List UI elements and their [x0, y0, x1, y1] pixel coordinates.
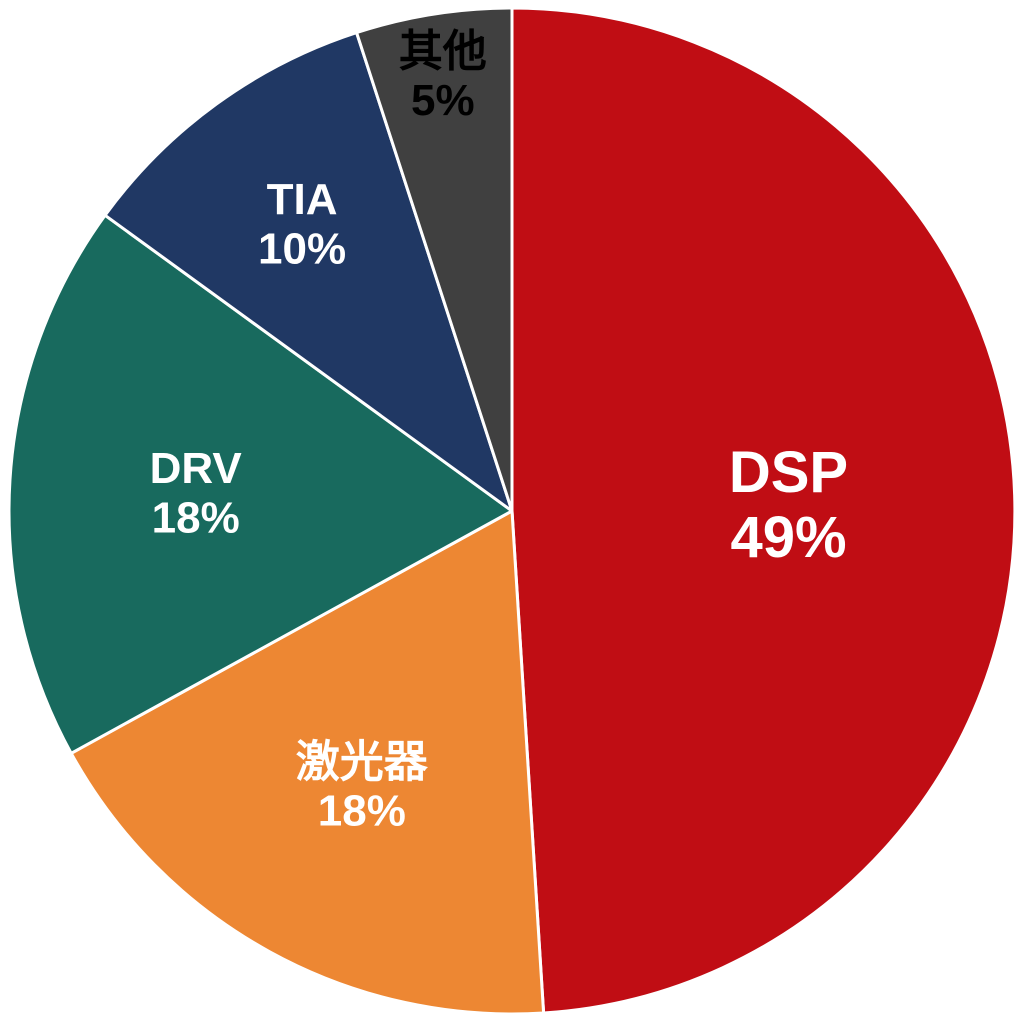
- pie-label-tia-percent: 10%: [258, 224, 346, 273]
- pie-label-drv-percent: 18%: [152, 493, 240, 542]
- pie-label-dsp-name: DSP: [729, 440, 848, 505]
- pie-label-drv: DRV 18%: [150, 444, 243, 542]
- pie-slice-other: [355, 6, 514, 513]
- pie-label-laser-percent: 18%: [318, 787, 406, 836]
- pie-label-drv-name: DRV: [150, 444, 243, 493]
- pie-label-dsp: DSP 49%: [729, 440, 848, 570]
- pie-label-laser-name: 激光器: [296, 737, 429, 786]
- pie-label-tia: TIA 10%: [258, 175, 346, 273]
- pie-label-laser: 激光器 18%: [296, 737, 429, 835]
- pie-slice-laser: [69, 509, 546, 1016]
- pie-slice-dsp: [510, 6, 1017, 1015]
- pie-slice-drv: [7, 213, 514, 755]
- pie-label-dsp-percent: 49%: [730, 505, 846, 570]
- pie-slice-tia: [103, 31, 514, 513]
- pie-label-other-name: 其他: [399, 27, 487, 76]
- pie-label-tia-name: TIA: [267, 175, 338, 224]
- pie-label-other-percent: 5%: [411, 76, 475, 125]
- pie-label-other: 其他 5%: [399, 27, 487, 125]
